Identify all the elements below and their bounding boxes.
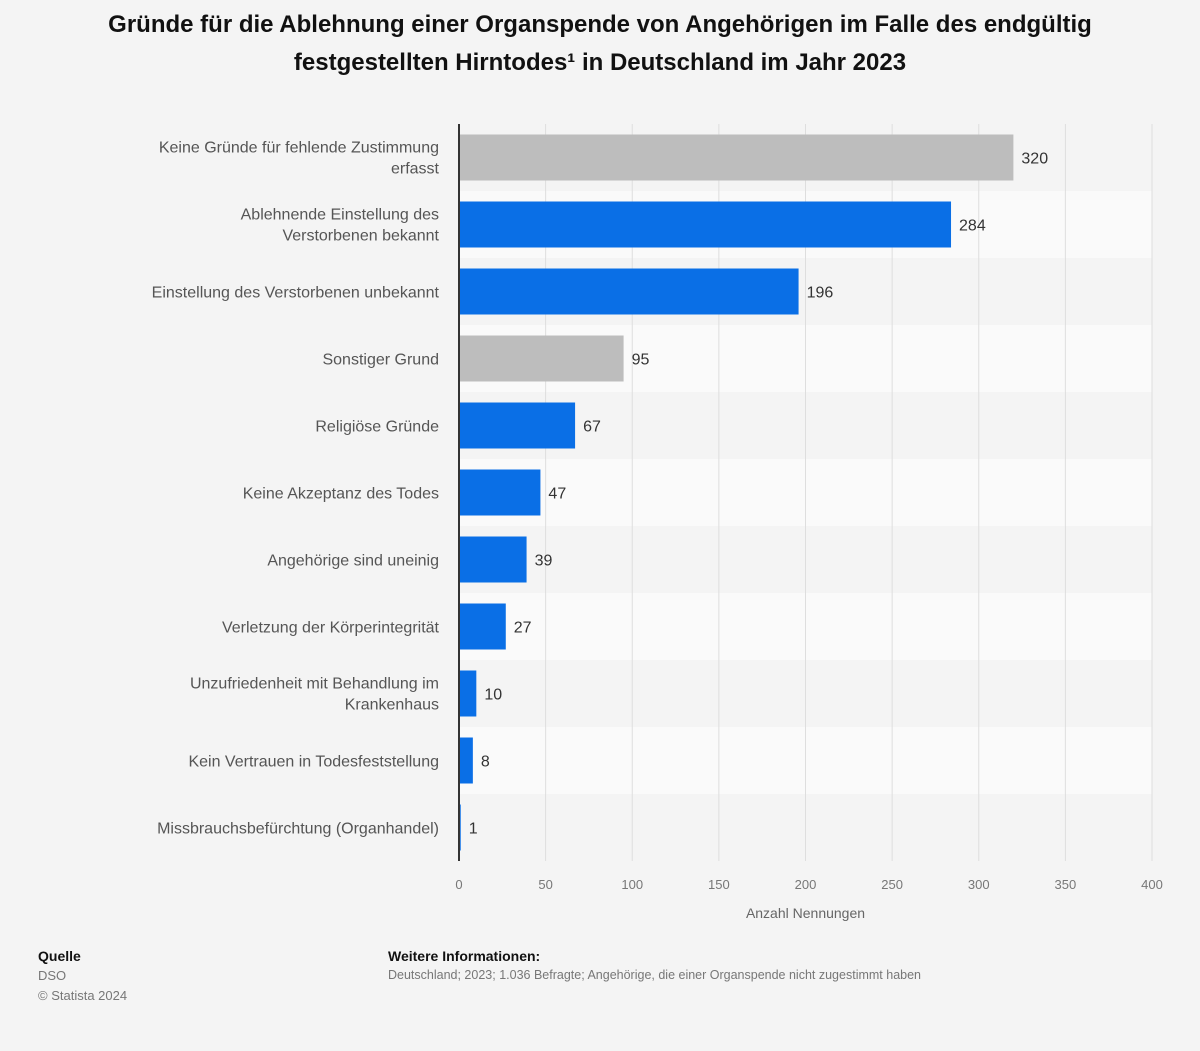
value-label: 47 — [548, 486, 566, 503]
bar — [459, 737, 473, 784]
category-label-line: Keine Gründe für fehlende Zustimmung — [159, 140, 439, 157]
bar — [459, 134, 1014, 181]
category-label: Religiöse Gründe — [315, 419, 439, 436]
info-heading: Weitere Informationen: — [388, 948, 541, 964]
copyright: © Statista 2024 — [38, 988, 128, 1003]
category-label: Angehörige sind uneinig — [267, 553, 439, 570]
x-tick-label: 350 — [1055, 877, 1077, 892]
chart-title: Gründe für die Ablehnung einer Organspen… — [108, 11, 1092, 76]
bar — [459, 268, 799, 315]
value-label: 8 — [481, 754, 490, 771]
category-label-line: erfasst — [391, 161, 440, 178]
category-label-line: Verstorbenen bekannt — [282, 228, 439, 245]
bar-chart: 0 50 100 150 200 250 300 350 400 Anzahl Nennungen… — [152, 124, 1163, 921]
category-label: Sonstiger Grund — [322, 352, 439, 369]
source-heading: Quelle — [38, 948, 81, 964]
value-label: 39 — [535, 553, 553, 570]
source-name: DSO — [38, 968, 67, 983]
x-tick-label: 400 — [1141, 877, 1163, 892]
value-label: 67 — [583, 419, 601, 436]
category-label: Kein Vertrauen in Todesfeststellung — [188, 754, 439, 771]
bar — [459, 335, 624, 382]
bar — [459, 201, 952, 248]
value-label: 27 — [514, 620, 532, 637]
value-label: 1 — [469, 821, 478, 838]
category-label: Verletzung der Körperintegrität — [222, 620, 440, 637]
category-label-line: Ablehnende Einstellung des — [241, 207, 439, 224]
x-axis-title: Anzahl Nennungen — [746, 905, 865, 921]
category-label: Missbrauchsbefürchtung (Organhandel) — [157, 821, 439, 838]
x-tick-label: 150 — [708, 877, 730, 892]
value-label: 196 — [807, 285, 834, 302]
x-tick-label: 300 — [968, 877, 990, 892]
category-label: Keine Gründe für fehlende Zustimmung erfa… — [159, 140, 440, 178]
x-tick-label: 100 — [621, 877, 643, 892]
category-label-line: Krankenhaus — [345, 697, 439, 714]
value-label: 10 — [484, 687, 502, 704]
value-label: 320 — [1021, 151, 1048, 168]
value-label: 284 — [959, 218, 986, 235]
x-tick-label: 50 — [538, 877, 552, 892]
category-label-line: Unzufriedenheit mit Behandlung im — [190, 676, 439, 693]
x-tick-label: 0 — [455, 877, 462, 892]
category-label: Keine Akzeptanz des Todes — [243, 486, 439, 503]
info-text: Deutschland; 2023; 1.036 Befragte; Angeh… — [388, 968, 921, 982]
value-label: 95 — [632, 352, 650, 369]
category-label: Unzufriedenheit mit Behandlung im Kranken… — [190, 676, 439, 714]
x-tick-label: 250 — [881, 877, 903, 892]
category-label: Ablehnende Einstellung des Verstorbenen b… — [241, 207, 440, 245]
bar — [459, 603, 506, 650]
bar — [459, 536, 527, 583]
category-label: Einstellung des Verstorbenen unbekannt — [152, 285, 440, 302]
bar — [459, 670, 477, 717]
x-tick-label: 200 — [795, 877, 817, 892]
bar — [459, 402, 576, 449]
bar — [459, 469, 541, 516]
